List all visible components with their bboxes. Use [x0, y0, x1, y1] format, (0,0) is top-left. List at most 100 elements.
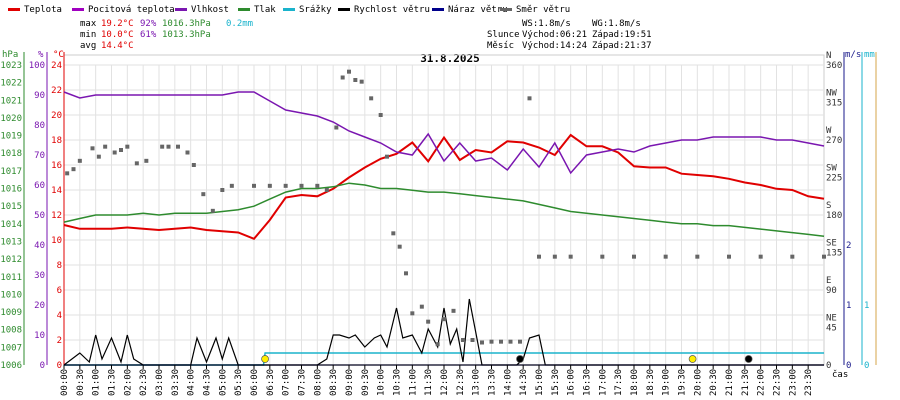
temperature-tick: 20: [51, 111, 62, 121]
time-tick-label: 23:00: [788, 369, 798, 396]
wind-direction-point: [404, 271, 408, 276]
pressure-tick: 1020: [0, 114, 22, 124]
temperature-tick: 6: [57, 286, 62, 296]
wind-direction-point: [489, 339, 494, 344]
wind-direction-point: [442, 317, 446, 322]
pressure-tick: 1010: [0, 290, 22, 300]
time-tick-label: 12:00: [440, 369, 450, 396]
x-axis-label: čas: [832, 369, 848, 380]
legend-label: Vlhkost: [191, 5, 229, 15]
time-tick-label: 21:00: [725, 369, 735, 396]
legend-swatch: [432, 8, 444, 11]
wind-direction-point: [378, 113, 383, 117]
humidity-axis-label: %: [38, 50, 44, 60]
wind-tick: 1: [846, 301, 851, 311]
wind-direction-point: [125, 144, 130, 149]
humidity-tick: 20: [34, 301, 45, 311]
direction-tick: 225: [826, 174, 842, 184]
time-tick-label: 08:00: [313, 369, 323, 396]
time-tick-label: 20:00: [693, 369, 703, 396]
wind-direction-point: [134, 161, 139, 166]
time-tick-label: 20:30: [709, 369, 719, 396]
wind-direction-point: [315, 183, 320, 188]
wind-direction-point: [663, 254, 668, 259]
direction-tick-label: SE: [826, 239, 837, 249]
stats-min-label: min: [80, 30, 96, 40]
temperature-tick: 16: [51, 161, 62, 171]
time-tick-label: 10:30: [393, 369, 403, 396]
legend-label: Srážky: [299, 5, 332, 15]
wind-direction-point: [185, 150, 190, 155]
direction-tick: 315: [826, 99, 842, 109]
wind-direction-point: [727, 254, 731, 259]
temperature-tick: 4: [57, 311, 62, 321]
time-tick-label: 10:00: [377, 369, 387, 396]
time-tick-label: 11:00: [408, 369, 418, 396]
time-tick-label: 15:30: [551, 369, 561, 396]
wind-direction-point: [353, 78, 358, 82]
temperature-tick: 2: [57, 336, 62, 346]
direction-tick: 270: [826, 136, 842, 146]
wind-direction-point: [499, 339, 503, 344]
humidity-tick: 40: [34, 241, 45, 251]
wind-direction-point: [160, 144, 165, 149]
time-tick-label: 07:30: [298, 369, 308, 396]
wind-direction-point: [299, 183, 304, 188]
time-tick-label: 14:00: [503, 369, 513, 396]
wind-ws: WS:1.8m/s: [522, 19, 571, 29]
time-tick-label: 09:30: [361, 369, 371, 396]
pressure-tick: 1021: [0, 96, 22, 106]
pressure-tick: 1008: [0, 326, 22, 336]
humidity-tick: 80: [34, 121, 45, 131]
direction-tick-label: N: [826, 51, 831, 61]
time-tick-label: 09:00: [345, 369, 355, 396]
sun-rise: Východ:06:21: [522, 30, 587, 40]
humidity-tick: 30: [34, 271, 45, 281]
wind-direction-point: [220, 188, 225, 192]
wind-direction-point: [65, 171, 70, 176]
legend: Teplota Pocitová teplota Vlhkost Tlak Srážky…: [8, 5, 570, 15]
stats-max-label: max: [80, 19, 97, 29]
stats-panel: max 19.2°C 92% 1016.3hPa 0.2mm min 10.0°…: [80, 19, 652, 51]
wind-wg: WG:1.8m/s: [592, 19, 641, 29]
legend-swatch: [238, 8, 250, 11]
temperature-tick: 10: [51, 236, 62, 246]
legend-label: Pocitová teplota: [88, 5, 175, 15]
humidity-tick: 100: [29, 61, 45, 71]
time-tick-label: 12:30: [456, 369, 466, 396]
moonset-marker: [744, 355, 753, 363]
left-axes: hPa1006100710081009101010111012101310141…: [0, 50, 65, 371]
wind-direction-point: [410, 311, 415, 316]
sun-set: Západ:19:51: [592, 30, 652, 40]
direction-tick: 90: [826, 286, 837, 296]
wind-direction-point: [90, 146, 95, 151]
wind-direction-point: [391, 231, 396, 236]
time-tick-label: 14:30: [519, 369, 529, 396]
humidity-tick: 70: [34, 151, 45, 161]
wind-direction-point: [568, 254, 573, 259]
wind-direction-point: [210, 208, 215, 213]
direction-tick-label: W: [826, 126, 832, 136]
wind-direction-point: [426, 319, 431, 324]
pressure-tick: 1023: [0, 61, 22, 71]
pressure-tick: 1012: [0, 255, 22, 265]
stats-avg-label: avg: [80, 41, 96, 51]
time-axis: 00:00 00:30 01:00 01:30 02:00 02:30 03:00 03:30…: [60, 364, 824, 396]
chart-title: 31.8.2025: [420, 52, 480, 65]
series: [63, 69, 826, 366]
stats-avg-temp: 14.4°C: [101, 41, 134, 51]
pressure-tick: 1022: [0, 79, 22, 89]
time-tick-label: 05:30: [234, 369, 244, 396]
temperature-tick: 12: [51, 211, 62, 221]
wind-direction-point: [119, 148, 123, 152]
wind-direction-point: [324, 188, 329, 192]
time-tick-label: 17:00: [598, 369, 608, 396]
wind-axis-label: m/s: [845, 50, 861, 60]
wind-direction-point: [435, 342, 440, 347]
wind-tick: 0: [846, 361, 851, 371]
legend-label: Směr větru: [516, 5, 570, 15]
time-tick-label: 03:00: [155, 369, 165, 396]
wind-direction-point: [600, 254, 605, 259]
rain-tick: 1: [864, 301, 869, 311]
pressure-tick: 1019: [0, 132, 22, 142]
